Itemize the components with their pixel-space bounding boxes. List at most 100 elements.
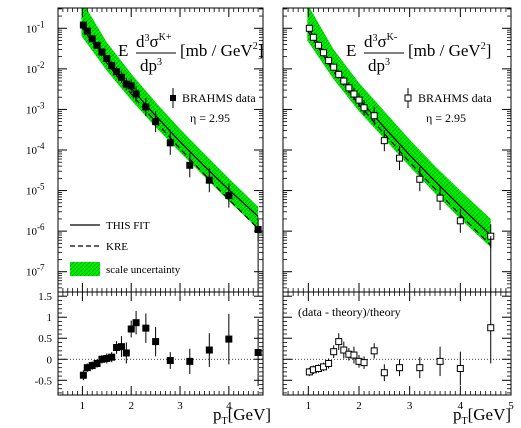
y-tick-label: 1 — [47, 312, 53, 324]
plot-frame — [282, 291, 512, 396]
legend-marker-filled — [170, 95, 176, 101]
legend-brahms-label: BRAHMS data — [182, 91, 256, 105]
data-point — [254, 349, 262, 357]
y-tick-label: 0.5 — [38, 333, 52, 345]
data-point — [335, 70, 343, 78]
data-point — [416, 175, 424, 183]
x-tick-label: 4 — [226, 400, 232, 412]
y-tick-label: -0.5 — [35, 375, 53, 387]
data-point — [350, 351, 358, 359]
y-tick-label: 10-1 — [26, 19, 45, 35]
fit-legend: THIS FIT KRE scale uncertainty — [70, 220, 181, 276]
y-tick-label: 10-2 — [26, 60, 45, 76]
data-point — [88, 35, 96, 43]
legend-brahms-label-right: BRAHMS data — [418, 91, 492, 105]
data-point — [340, 346, 348, 354]
legend-scale-uncertainty: scale uncertainty — [106, 264, 181, 276]
data-point — [360, 359, 368, 367]
legend-brahms-left: BRAHMS data η = 2.95 — [170, 88, 256, 125]
y-tick-label: 0 — [47, 354, 53, 366]
data-point — [152, 118, 160, 126]
uncertainty-band — [307, 8, 491, 248]
eta-label: η = 2.95 — [190, 111, 230, 125]
data-point — [225, 335, 233, 343]
data-point — [325, 57, 333, 65]
data-point — [113, 68, 121, 76]
data-point — [127, 325, 135, 333]
data-point — [225, 192, 233, 200]
data-point — [380, 369, 388, 377]
data-point — [456, 217, 464, 225]
data-point — [487, 324, 495, 332]
data-point — [416, 364, 424, 372]
eta-label-right: η = 2.95 — [426, 111, 466, 125]
legend-marker-open — [404, 94, 412, 102]
data-point — [98, 48, 106, 56]
y-tick-label: 10-7 — [26, 263, 45, 279]
data-point — [436, 194, 444, 202]
x-tick-label: 3 — [177, 400, 183, 412]
x-tick-label: 2 — [356, 400, 362, 412]
y-tick-label: 10-3 — [26, 100, 45, 116]
data-point — [396, 154, 404, 162]
title-e-right: E — [346, 41, 356, 60]
data-point — [152, 338, 160, 346]
uncertainty-band — [81, 8, 259, 229]
data-point — [380, 137, 388, 145]
data-point — [132, 90, 140, 98]
panel-top-right — [282, 7, 512, 293]
data-point — [142, 324, 150, 332]
ratio-annotation: (data - theory)/theory — [298, 305, 401, 319]
title-numer-right: d3σK- — [364, 32, 397, 51]
kre-curve — [306, 29, 492, 246]
y-tick-label: 10-4 — [26, 141, 45, 157]
title-denom: dp3 — [140, 56, 162, 75]
data-point — [325, 359, 333, 367]
y-tick-label: 1.5 — [38, 291, 52, 303]
xlabel-left: pT[GeV] — [213, 405, 271, 427]
data-point — [345, 84, 353, 92]
panel-bottom-right: 1 2 3 4 5 — [282, 291, 514, 412]
data-point — [93, 41, 101, 49]
data-point — [79, 371, 87, 379]
data-point — [305, 24, 313, 32]
data-point — [108, 62, 116, 70]
plot-frame — [57, 291, 264, 396]
data-point — [309, 33, 317, 41]
data-point — [117, 343, 125, 351]
data-point — [340, 77, 348, 85]
x-tick-label: 1 — [306, 400, 312, 412]
data-point — [93, 359, 101, 367]
x-tick-label: 1 — [80, 400, 86, 412]
legend-this-fit: THIS FIT — [106, 220, 150, 232]
data-point — [350, 90, 358, 98]
data-point — [186, 161, 194, 169]
data-point — [117, 73, 125, 81]
data-point — [456, 365, 464, 373]
title-numer: d3σK+ — [136, 32, 172, 51]
legend-band-swatch — [70, 262, 100, 276]
legend-brahms-right: BRAHMS data η = 2.95 — [404, 88, 492, 125]
title-top-right: E d3σK- dp3 [mb / GeV2] — [346, 32, 491, 75]
title-units: [mb / GeV2] — [180, 41, 263, 60]
y-tick-label: 10-5 — [26, 182, 45, 198]
data-point — [355, 96, 363, 104]
data-point — [370, 347, 378, 355]
data-point — [79, 21, 87, 29]
title-e: E — [118, 41, 128, 60]
data-point — [132, 319, 140, 327]
x-tick-label: 5 — [508, 400, 514, 412]
data-point — [83, 27, 91, 35]
data-point — [166, 139, 174, 147]
data-point — [186, 357, 194, 365]
data-point — [320, 49, 328, 57]
data-point — [142, 103, 150, 111]
x-tick-label: 3 — [407, 400, 413, 412]
y-tick-label: 10-6 — [26, 222, 45, 238]
title-units-right: [mb / GeV2] — [408, 41, 491, 60]
data-point — [127, 82, 135, 90]
data-point — [108, 353, 116, 361]
x-tick-label: 4 — [458, 400, 464, 412]
panel-bottom-left: -0.5 0 0.5 1 1.5 1 2 3 4 — [35, 291, 264, 412]
x-tick-label: 2 — [128, 400, 134, 412]
